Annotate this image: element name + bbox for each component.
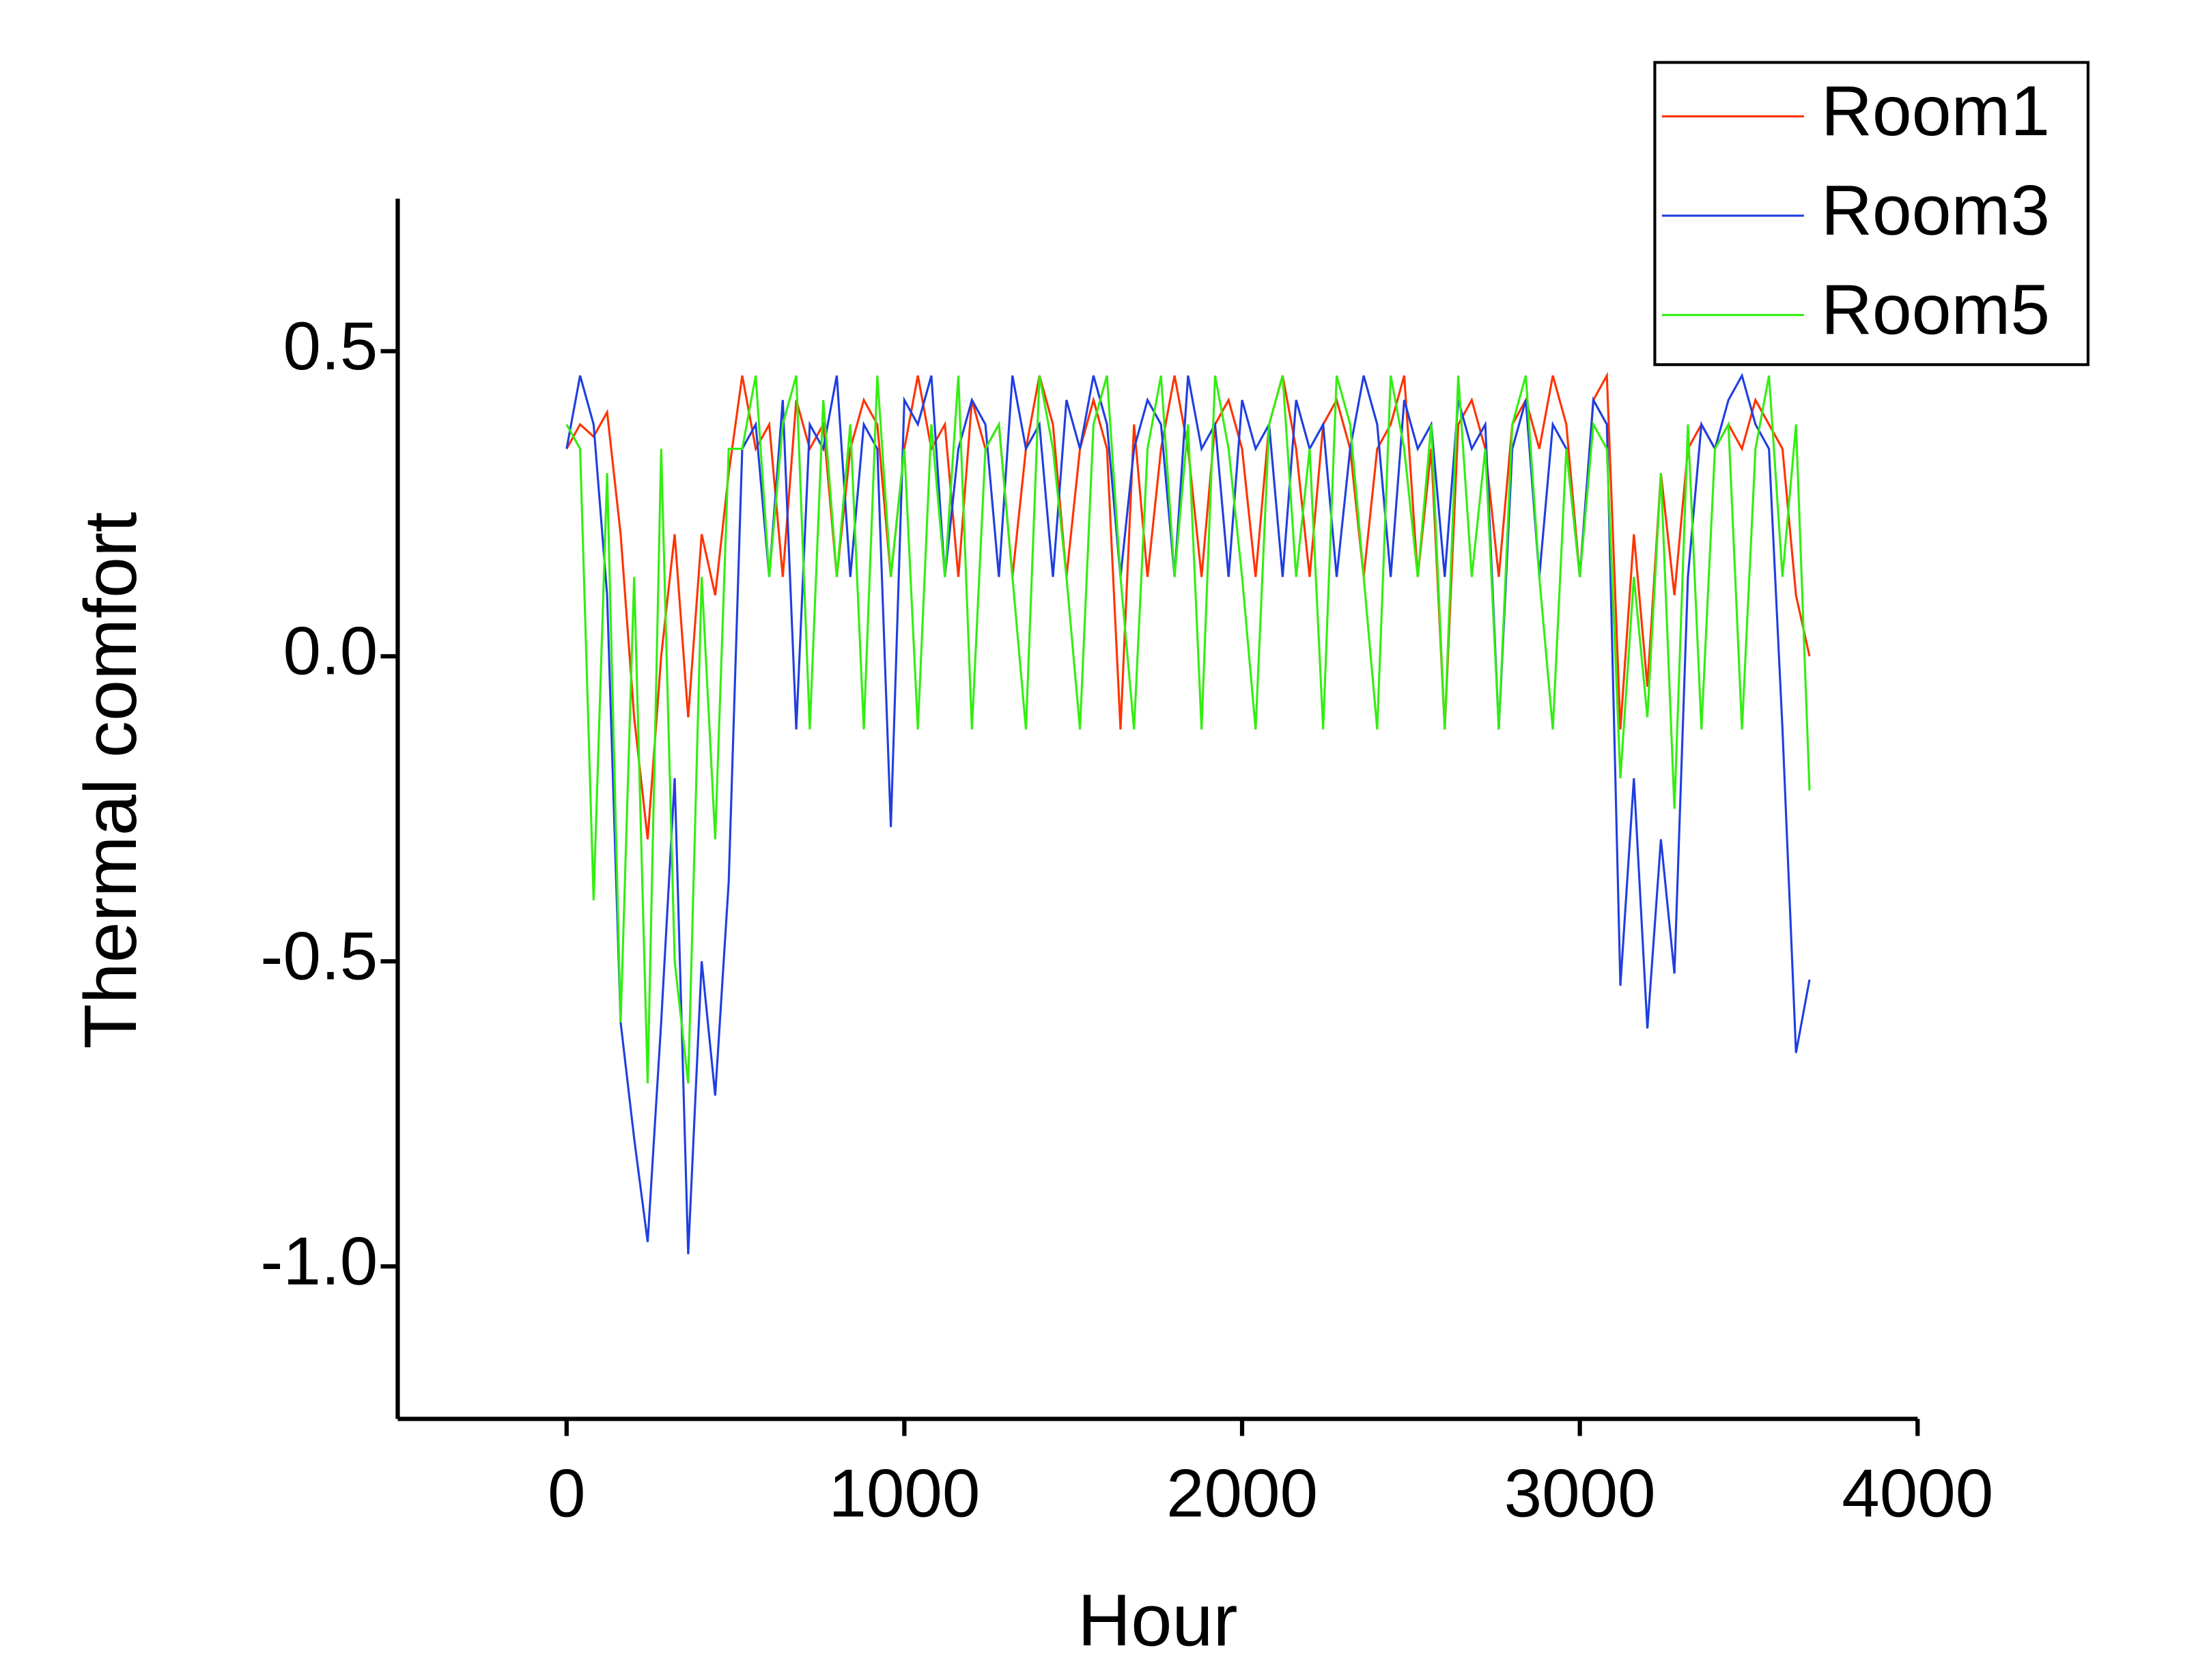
y-tick-label: 0.5 <box>283 309 378 384</box>
x-tick-label: 0 <box>548 1455 586 1531</box>
legend-label: Room5 <box>1821 270 2050 350</box>
y-tick-label: 0.0 <box>283 614 378 689</box>
y-tick-label: -0.5 <box>260 919 378 995</box>
x-tick-label: 4000 <box>1842 1455 1993 1531</box>
y-tick-label: -1.0 <box>260 1223 378 1299</box>
x-tick-label: 3000 <box>1504 1455 1656 1531</box>
x-tick-label: 2000 <box>1166 1455 1318 1531</box>
legend-label: Room1 <box>1821 72 2050 151</box>
y-axis-title: Thermal comfort <box>69 512 152 1049</box>
x-axis-title: Hour <box>1078 1579 1237 1662</box>
legend-label: Room3 <box>1821 171 2050 250</box>
x-tick-label: 1000 <box>828 1455 980 1531</box>
series-line <box>565 373 1811 1255</box>
series-line <box>565 371 1811 840</box>
series-line <box>565 375 1811 1084</box>
